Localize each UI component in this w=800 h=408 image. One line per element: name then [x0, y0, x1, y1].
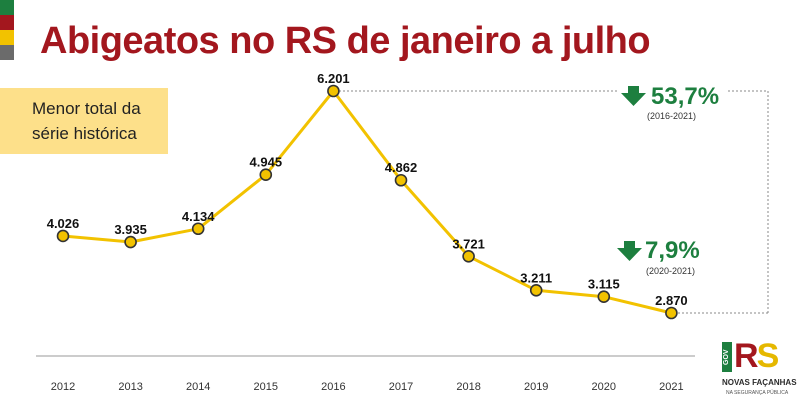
data-label-2021: 2.870	[655, 293, 688, 308]
x-tick-label-2021: 2021	[659, 381, 683, 393]
data-point-2020	[597, 290, 611, 303]
data-label-2015: 4.945	[250, 155, 283, 170]
arrow-down-icon	[617, 241, 642, 261]
logo-rs-mark: RS	[734, 337, 779, 375]
data-label-2019: 3.211	[520, 270, 552, 285]
data-point-2017	[394, 173, 408, 187]
data-label-2012: 4.026	[47, 216, 80, 231]
logo-gov-tag: GOV	[722, 342, 732, 372]
data-label-2013: 3.935	[114, 222, 147, 237]
data-point-2013	[124, 235, 137, 249]
x-tick-label-2020: 2020	[592, 381, 616, 393]
lowest-total-callout: Menor total da série histórica	[0, 88, 168, 154]
x-tick-label-2014: 2014	[186, 381, 210, 393]
rs-novas-facanhas-logo: GOV RS NOVAS FAÇANHAS NA SEGURANÇA PÚBLI…	[712, 337, 797, 404]
data-point-2014	[191, 222, 205, 236]
page-title: Abigeatos no RS de janeiro a julho	[40, 20, 651, 62]
x-tick-label-2018: 2018	[456, 381, 480, 393]
data-label-2016: 6.201	[317, 71, 350, 86]
data-point-2016	[327, 84, 340, 98]
long-term-change: 53,7% (2016-2021)	[621, 83, 719, 121]
logo-name: NOVAS FAÇANHAS	[722, 378, 797, 387]
long-term-change-period: (2016-2021)	[647, 111, 696, 121]
x-tick-label-2017: 2017	[389, 381, 413, 393]
x-tick-label-2012: 2012	[51, 381, 75, 393]
short-term-change-value: 7,9%	[645, 237, 700, 264]
data-point-2019	[529, 283, 543, 297]
brand-stripe-green	[0, 0, 14, 15]
data-label-2014: 4.134	[182, 209, 215, 224]
long-term-change-value: 53,7%	[651, 83, 719, 110]
data-point-2021	[665, 306, 678, 320]
data-label-2017: 4.862	[385, 160, 418, 175]
data-point-2012	[56, 229, 70, 243]
x-tick-label-2016: 2016	[321, 381, 345, 393]
short-term-change-period: (2020-2021)	[646, 266, 695, 276]
brand-stripe-gray	[0, 45, 14, 60]
x-tick-label-2013: 2013	[118, 381, 142, 393]
x-tick-label-2019: 2019	[524, 381, 548, 393]
series-line	[61, 89, 673, 315]
arrow-down-icon	[621, 86, 646, 106]
callout-line-2: série histórica	[32, 124, 137, 143]
data-label-2020: 3.115	[588, 277, 620, 292]
brand-stripe-yellow	[0, 30, 14, 45]
data-point-2015	[259, 168, 273, 182]
data-point-2018	[462, 249, 475, 263]
x-tick-label-2015: 2015	[254, 381, 278, 393]
brand-stripe-red	[0, 15, 14, 30]
short-term-change: 7,9% (2020-2021)	[617, 237, 700, 276]
callout-line-1: Menor total da	[32, 99, 141, 118]
data-label-2018: 3.721	[452, 236, 485, 251]
logo-subtitle: NA SEGURANÇA PÚBLICA	[726, 390, 789, 396]
